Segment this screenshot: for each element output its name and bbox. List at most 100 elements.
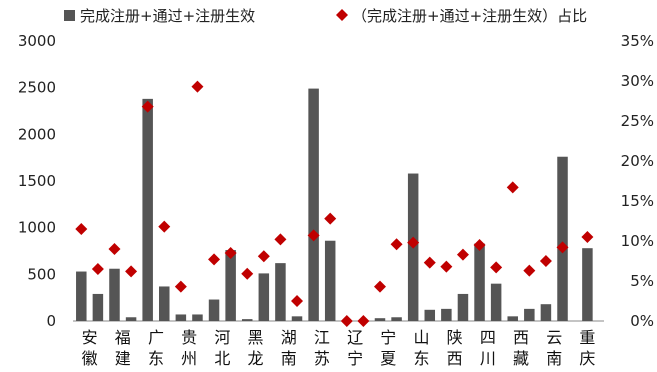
scatter-point [274, 233, 287, 246]
scatter-point [241, 267, 254, 280]
legend-diamond-swatch [336, 9, 348, 21]
scatter-point [423, 256, 436, 269]
bar [391, 317, 402, 321]
axes: 0 500 1000 1500 2000 2500 3000 0% 5% 10% 15% 20% 25%… [18, 32, 654, 330]
scatter-point [456, 248, 469, 261]
scatter-points [75, 80, 594, 327]
category-label: 贵 [181, 328, 197, 347]
scatter-point [440, 260, 453, 273]
bar [324, 240, 336, 321]
bar [441, 308, 452, 321]
category-label: 安 [82, 328, 98, 347]
scatter-point [91, 263, 104, 275]
legend-scatter-label: （完成注册+通过+注册生效）占比 [352, 7, 587, 25]
bar [92, 293, 104, 321]
scatter-point [490, 261, 503, 274]
bars [76, 88, 593, 321]
left-tick-label: 1000 [18, 219, 56, 237]
category-label: 宁 [347, 349, 363, 368]
scatter-point [108, 243, 121, 255]
scatter-point [307, 229, 320, 242]
bar [275, 263, 286, 321]
category-label: 北 [214, 349, 230, 368]
category-label: 庆 [579, 349, 595, 368]
bar [291, 316, 303, 321]
bar [208, 299, 220, 321]
scatter-point [291, 295, 304, 307]
bar [125, 317, 137, 321]
left-tick-label: 2000 [18, 125, 56, 143]
bar [424, 309, 436, 321]
legend-bar-swatch [64, 10, 75, 21]
category-label: 山 [413, 328, 429, 347]
category-label: 黑 [248, 328, 264, 347]
scatter-point [208, 253, 221, 266]
scatter-point [257, 250, 270, 263]
left-tick-label: 500 [27, 265, 56, 283]
scatter-point [158, 220, 171, 233]
bar [582, 248, 593, 321]
bar [540, 304, 552, 321]
category-label: 州 [181, 349, 197, 368]
right-tick-label: 35% [621, 32, 654, 50]
scatter-point [191, 80, 204, 93]
category-label: 夏 [380, 349, 396, 368]
left-tick-label: 0 [46, 312, 56, 330]
scatter-point [407, 236, 420, 249]
right-tick-label: 20% [621, 152, 654, 170]
scatter-point [340, 315, 353, 327]
left-tick-label: 3000 [18, 32, 56, 50]
legend-bar-label: 完成注册+通过+注册生效 [80, 7, 255, 25]
scatter-point [556, 241, 569, 254]
left-tick-label: 1500 [18, 172, 56, 190]
right-tick-label: 30% [621, 72, 654, 90]
category-label: 徽 [82, 349, 98, 368]
bar [109, 268, 120, 321]
category-label: 南 [281, 349, 297, 368]
scatter-point [141, 100, 154, 113]
scatter-point [224, 247, 237, 259]
category-label: 辽 [347, 328, 363, 347]
category-label: 江 [314, 328, 330, 347]
legend: 完成注册+通过+注册生效 （完成注册+通过+注册生效）占比 [64, 7, 587, 25]
bar [225, 250, 236, 321]
category-label: 川 [480, 349, 496, 368]
category-label: 四 [480, 328, 496, 347]
scatter-point [539, 255, 552, 267]
right-tick-label: 25% [621, 112, 654, 130]
category-label: 河 [214, 328, 230, 347]
category-label: 东 [148, 349, 164, 368]
scatter-point [581, 231, 594, 243]
category-label: 南 [546, 349, 562, 368]
category-label: 宁 [380, 328, 396, 347]
right-tick-label: 5% [630, 272, 654, 290]
right-tick-label: 10% [621, 232, 654, 250]
bar [557, 156, 568, 321]
bar [76, 271, 87, 321]
bar [241, 319, 253, 321]
bar [374, 318, 386, 321]
category-label: 重 [579, 328, 595, 347]
category-label: 龙 [248, 349, 264, 368]
category-label: 湖 [281, 328, 297, 347]
bar [175, 314, 187, 321]
bar [258, 273, 270, 321]
bar [474, 243, 485, 321]
category-label: 西 [447, 349, 463, 368]
bar [192, 314, 203, 321]
category-label: 藏 [513, 349, 529, 368]
scatter-point [125, 265, 138, 278]
scatter-point [523, 264, 536, 277]
bar [507, 316, 518, 321]
category-label: 陕 [447, 328, 463, 347]
bar [142, 98, 153, 321]
scatter-point [174, 280, 187, 293]
right-tick-label: 15% [621, 192, 654, 210]
scatter-point [373, 280, 386, 293]
bar [308, 88, 319, 321]
bar [159, 286, 170, 321]
category-label: 广 [148, 328, 164, 347]
bar [524, 308, 535, 321]
scatter-point [390, 238, 403, 251]
